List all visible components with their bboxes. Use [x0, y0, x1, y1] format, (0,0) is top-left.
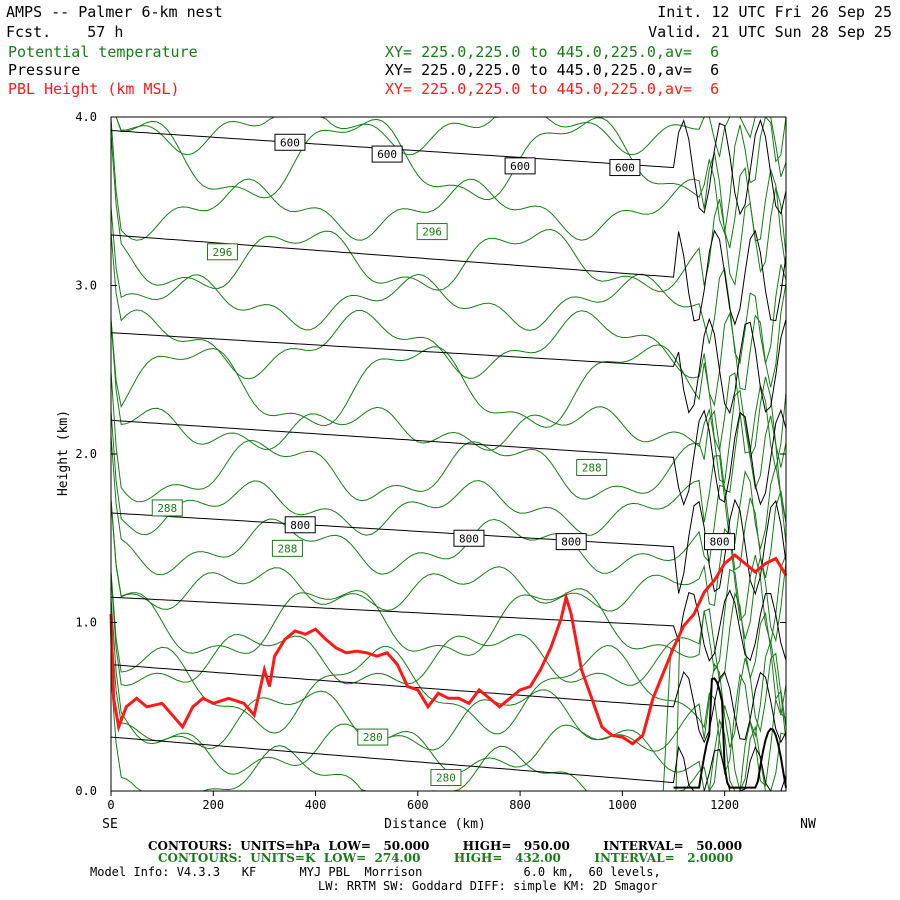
contour-label: 600 — [280, 136, 300, 149]
theta-contour-line — [110, 435, 787, 579]
field-name-theta: Potential temperature — [8, 43, 198, 61]
theta-contour-line — [662, 647, 672, 792]
contour-label-box — [357, 728, 389, 746]
x-axis-title: Distance (km) — [384, 817, 486, 832]
model-info: Model Info: V4.3.3 KF MYJ PBL Morrison 6… — [90, 865, 661, 879]
pressure-contour-line — [110, 408, 787, 507]
xsection-coords-theta: XY= 225.0,225.0 to 445.0,225.0,av= 6 — [385, 43, 720, 61]
x-tick-label: 800 — [509, 798, 531, 812]
theta-contour-line — [110, 597, 787, 752]
nw-end-label: NW — [800, 817, 816, 832]
theta-contour-line — [110, 232, 787, 407]
contour-label: 800 — [459, 532, 479, 545]
theta-contour-line — [110, 117, 787, 269]
field-name-pbl: PBL Height (km MSL) — [8, 80, 180, 98]
init-time: Init. 12 UTC Fri 26 Sep 25 — [657, 3, 892, 21]
contour-label: 288 — [582, 461, 602, 474]
y-tick-label: 4.0 — [75, 110, 97, 124]
contour-label: 288 — [157, 502, 177, 515]
contour-label: 280 — [436, 772, 456, 785]
pressure-contour-line — [110, 736, 787, 792]
se-end-label: SE — [102, 817, 118, 832]
contour-label: 800 — [561, 536, 581, 549]
x-tick-label: 1200 — [710, 798, 739, 812]
pressure-contour-info: CONTOURS: UNITS=hPa LOW= 50.000 HIGH= 95… — [148, 839, 743, 853]
contour-labels: 600 600 600 600 800 800 800 800 296 296 288 288 288 2… — [151, 133, 736, 787]
xsection-coords-pbl: XY= 225.0,225.0 to 445.0,225.0,av= 6 — [385, 80, 720, 98]
contour-label-box — [576, 458, 608, 476]
contour-label-box — [704, 533, 736, 551]
theta-contour-line — [110, 571, 787, 776]
theta-contours — [110, 116, 787, 793]
x-tick-label: 0 — [107, 798, 114, 812]
contour-label-box — [274, 133, 306, 151]
x-tick-label: 200 — [202, 798, 224, 812]
contour-label-box — [609, 159, 641, 177]
x-tick-label: 1000 — [608, 798, 637, 812]
pbl-height-series — [109, 553, 788, 746]
contour-label-box — [416, 223, 448, 241]
theta-contour-line — [110, 318, 787, 470]
model-physics-info: LW: RRTM SW: Goddard DIFF: simple KM: 2D… — [318, 879, 658, 893]
contour-label: 600 — [615, 162, 635, 175]
valid-time: Valid. 21 UTC Sun 28 Sep 25 — [648, 23, 892, 41]
theta-contour-line — [110, 410, 787, 550]
theta-contour-info: CONTOURS: UNITS=K LOW= 274.00 HIGH= 432.… — [158, 851, 734, 865]
contour-label-box — [555, 533, 587, 551]
contour-label-box — [430, 769, 462, 787]
terrain-line — [673, 677, 787, 789]
xsection-coords-pressure: XY= 225.0,225.0 to 445.0,225.0,av= 6 — [385, 61, 720, 79]
pressure-contour-line — [110, 317, 787, 415]
forecast-hour: Fcst. 57 h — [6, 23, 124, 41]
contour-label: 296 — [422, 226, 442, 239]
y-tick-label: 0.0 — [75, 784, 97, 798]
contour-label: 288 — [277, 542, 297, 555]
contour-label-box — [504, 157, 536, 175]
theta-contour-line — [675, 639, 681, 792]
contour-label-box — [453, 529, 485, 547]
pressure-contours — [110, 118, 787, 792]
pressure-contour-line — [110, 498, 787, 596]
theta-contour-line — [110, 206, 787, 365]
contour-label: 800 — [710, 536, 730, 549]
contour-label: 600 — [377, 148, 397, 161]
contour-label: 600 — [510, 160, 530, 173]
x-tick-label: 400 — [305, 798, 327, 812]
y-axis-title: Height (km) — [56, 410, 71, 496]
axes: 0 200 400 600 800 1000 1200 0.0 1.0 2.0 3.0 4.0 — [75, 110, 786, 812]
pressure-contour-line — [110, 664, 787, 744]
contour-label-box — [271, 539, 303, 557]
contour-label-box — [284, 516, 316, 534]
theta-contour-line — [110, 501, 787, 644]
contour-label: 296 — [213, 246, 233, 259]
theta-contour-line — [110, 371, 787, 523]
contour-label: 800 — [290, 519, 310, 532]
pressure-contour-line — [110, 589, 787, 662]
y-tick-label: 1.0 — [75, 616, 97, 630]
x-tick-label: 600 — [407, 798, 429, 812]
contour-label: 280 — [363, 731, 383, 744]
theta-contour-line — [111, 116, 787, 163]
contour-label-box — [371, 145, 403, 163]
field-name-pressure: Pressure — [8, 61, 81, 79]
pressure-contour-line — [110, 118, 787, 216]
theta-contour-line — [111, 116, 787, 236]
plot-title: AMPS -- Palmer 6-km nest — [6, 3, 223, 21]
y-tick-label: 2.0 — [75, 447, 97, 461]
contour-label-box — [206, 243, 238, 261]
theta-contour-line — [110, 575, 787, 716]
pbl-height-line — [109, 553, 788, 746]
theta-contour-line — [110, 320, 787, 484]
theta-contour-line — [110, 133, 787, 292]
contour-label-box — [151, 499, 183, 517]
y-tick-label: 3.0 — [75, 279, 97, 293]
